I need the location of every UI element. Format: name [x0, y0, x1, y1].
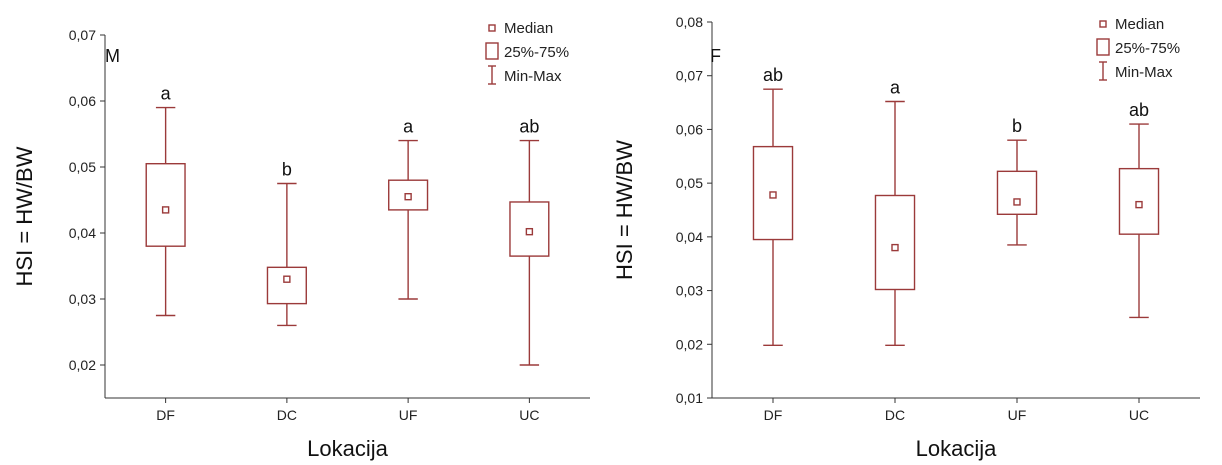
- significance-label: ab: [763, 65, 783, 85]
- iqr-box: [266, 266, 307, 305]
- legend-median-label: Median: [504, 20, 553, 37]
- significance-label: a: [403, 117, 414, 137]
- y-tick-label: 0,03: [69, 291, 96, 307]
- median-marker: [161, 206, 170, 214]
- y-tick-label: 0,03: [676, 283, 703, 299]
- significance-label: ab: [1129, 100, 1149, 120]
- median-marker: [525, 227, 534, 236]
- panel-label: M: [105, 46, 120, 66]
- median-marker: [1013, 198, 1021, 206]
- significance-label: ab: [519, 117, 539, 137]
- x-tick-label: DC: [885, 407, 905, 423]
- median-marker: [283, 275, 291, 283]
- significance-label: a: [161, 84, 172, 104]
- y-tick-label: 0,07: [69, 27, 96, 43]
- iqr-box: [996, 170, 1038, 215]
- legend-median-icon: [488, 24, 496, 32]
- x-tick-label: UF: [399, 407, 418, 423]
- iqr-box: [145, 162, 186, 247]
- y-axis-title: HSI = HW/BW: [612, 140, 637, 280]
- iqr-box: [874, 194, 916, 291]
- x-tick-label: UC: [1129, 407, 1149, 423]
- y-tick-label: 0,01: [676, 390, 703, 406]
- x-axis-title: Lokacija: [307, 436, 388, 461]
- legend-box-icon: [1096, 38, 1110, 56]
- y-tick-label: 0,05: [69, 159, 96, 175]
- y-tick-label: 0,07: [676, 68, 703, 84]
- legend-whisker-label: Min-Max: [1115, 64, 1173, 81]
- legend-box-label: 25%-75%: [1115, 40, 1180, 57]
- median-marker: [1135, 200, 1143, 209]
- y-tick-label: 0,06: [676, 121, 703, 137]
- y-tick-label: 0,06: [69, 93, 96, 109]
- x-axis-title: Lokacija: [916, 436, 997, 461]
- median-marker: [404, 192, 412, 201]
- y-tick-label: 0,02: [69, 357, 96, 373]
- x-tick-label: UC: [519, 407, 539, 423]
- legend-median-icon: [1099, 20, 1107, 28]
- x-tick-label: DF: [764, 407, 783, 423]
- y-tick-label: 0,04: [676, 229, 703, 245]
- legend-box-label: 25%-75%: [504, 44, 569, 61]
- y-tick-label: 0,08: [676, 14, 703, 30]
- chart-panel-female: 0,01 0,02 0,03 0,04 0,05 0,06 0,07 0,08 DF DC UF UC…: [612, 14, 1200, 461]
- legend-median-label: Median: [1115, 16, 1164, 33]
- legend-whisker-label: Min-Max: [504, 68, 562, 85]
- significance-label: a: [890, 77, 901, 97]
- chart-panel-male: 0,02 0,03 0,04 0,05 0,06 0,07 DF DC UF UC Lokacija…: [12, 20, 590, 461]
- y-tick-label: 0,02: [676, 336, 703, 352]
- y-tick-label: 0,04: [69, 225, 96, 241]
- x-tick-label: DF: [156, 407, 175, 423]
- x-tick-label: DC: [277, 407, 297, 423]
- significance-label: b: [282, 160, 292, 180]
- y-axis-title: HSI = HW/BW: [12, 146, 37, 286]
- median-marker: [769, 191, 777, 199]
- median-marker: [891, 243, 899, 252]
- significance-label: b: [1012, 116, 1022, 136]
- legend-box-icon: [485, 42, 499, 60]
- panel-label: F: [710, 46, 721, 66]
- x-tick-label: UF: [1008, 407, 1027, 423]
- y-tick-label: 0,05: [676, 175, 703, 191]
